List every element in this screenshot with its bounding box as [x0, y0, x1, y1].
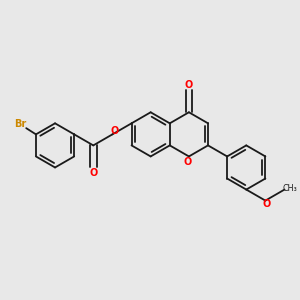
Text: Br: Br	[15, 119, 27, 129]
Text: O: O	[185, 80, 193, 90]
Text: O: O	[89, 168, 98, 178]
Text: CH₃: CH₃	[283, 184, 297, 194]
Text: O: O	[263, 199, 271, 209]
Text: O: O	[184, 157, 192, 167]
Text: O: O	[110, 126, 118, 136]
